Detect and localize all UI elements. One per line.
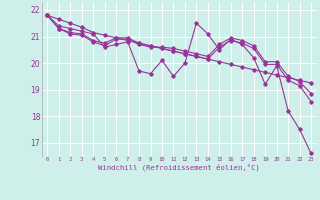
X-axis label: Windchill (Refroidissement éolien,°C): Windchill (Refroidissement éolien,°C) <box>98 164 260 171</box>
